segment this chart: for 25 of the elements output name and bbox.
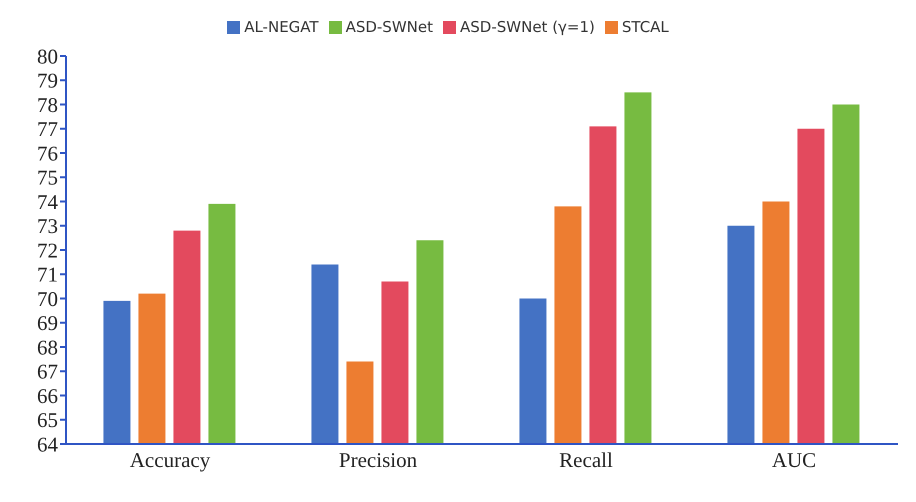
y-tick-label: 71 xyxy=(37,262,58,287)
x-tick-label: Precision xyxy=(338,448,418,472)
y-tick-label: 78 xyxy=(37,92,58,117)
legend-label: ASD-SWNet xyxy=(346,18,433,36)
legend-label: AL-NEGAT xyxy=(244,18,319,36)
legend-label: ASD-SWNet (γ=1) xyxy=(460,18,595,36)
y-tick-label: 72 xyxy=(37,238,58,262)
legend-label: STCAL xyxy=(622,18,669,36)
x-tick-label: Recall xyxy=(559,448,613,472)
y-tick-label: 64 xyxy=(37,432,58,456)
y-tick-label: 79 xyxy=(37,68,58,93)
x-tick-label: AUC xyxy=(772,448,816,472)
y-tick-label: 66 xyxy=(37,384,58,408)
y-tick-label: 68 xyxy=(37,335,58,360)
y-tick-label: 76 xyxy=(37,141,58,166)
y-tick-label: 70 xyxy=(37,286,58,311)
y-tick-label: 67 xyxy=(37,360,58,384)
x-tick-label: Accuracy xyxy=(130,448,211,472)
y-tick-label: 80 xyxy=(37,44,58,68)
y-tick-label: 65 xyxy=(37,408,58,432)
y-tick-label: 77 xyxy=(37,117,58,142)
y-tick-label: 69 xyxy=(37,311,58,336)
y-tick-label: 73 xyxy=(37,214,58,238)
y-tick-label: 75 xyxy=(37,166,58,190)
y-tick-label: 74 xyxy=(37,190,58,214)
